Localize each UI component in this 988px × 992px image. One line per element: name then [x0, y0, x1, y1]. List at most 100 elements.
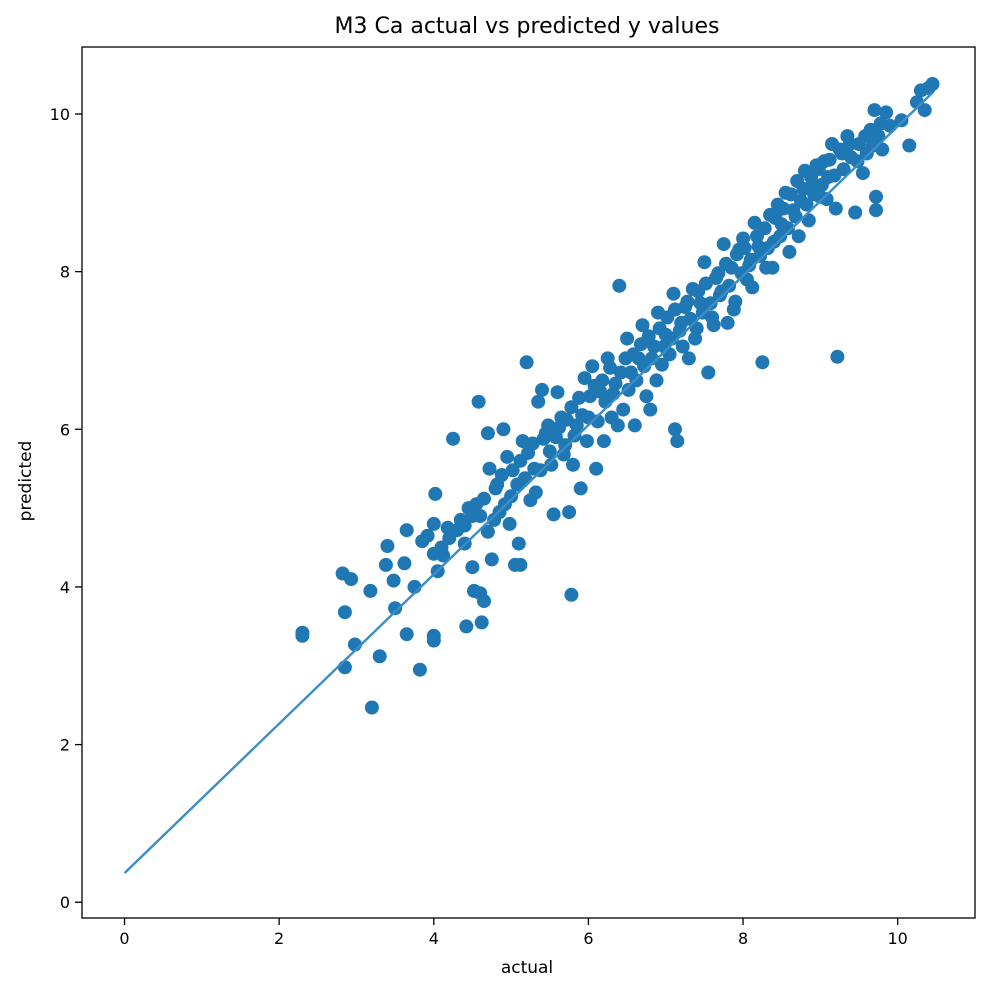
axes: 0 2 4 6 8 10 0 2 4 6 8 10 — [50, 46, 976, 948]
scatter-point — [585, 359, 600, 374]
scatter-point — [680, 294, 695, 309]
scatter-point — [372, 649, 387, 664]
scatter-point — [542, 444, 557, 459]
scatter-point — [791, 229, 806, 244]
scatter-point — [412, 662, 427, 677]
scatter-point — [819, 192, 834, 207]
scatter-point — [703, 296, 718, 311]
scatter-point — [364, 700, 379, 715]
scatter-point — [613, 365, 628, 380]
scatter-point — [814, 177, 829, 192]
scatter-point — [459, 619, 474, 634]
scatter-point — [652, 321, 667, 336]
scatter-point — [511, 536, 526, 551]
scatter-point — [855, 166, 870, 181]
y-tick-label: 10 — [50, 105, 70, 124]
scatter-point — [683, 311, 698, 326]
scatter-point — [828, 201, 843, 216]
scatter-point — [566, 457, 580, 472]
scatter-point — [641, 329, 656, 344]
scatter-point — [620, 331, 635, 346]
scatter-point — [776, 201, 791, 216]
scatter-point — [796, 181, 811, 196]
scatter-point — [706, 318, 721, 333]
scatter-point — [519, 355, 534, 370]
scatter-point — [737, 241, 752, 255]
scatter-point — [668, 422, 682, 437]
scatter-point — [780, 221, 795, 236]
scatter-point — [865, 138, 880, 153]
scatter-point — [480, 524, 495, 539]
scatter-point — [397, 556, 412, 571]
scatter-point — [917, 103, 932, 118]
scatter-point — [378, 557, 393, 572]
scatter-point — [577, 371, 592, 386]
scatter-point — [755, 355, 770, 370]
scatter-point — [496, 422, 511, 437]
scatter-point — [446, 431, 461, 446]
scatter-point — [388, 601, 403, 616]
scatter-point — [471, 394, 486, 409]
scatter-point — [465, 509, 480, 523]
y-tick-label: 0 — [60, 893, 70, 912]
scatter-point — [487, 512, 502, 527]
scatter-point — [902, 138, 917, 153]
scatter-point — [606, 386, 621, 401]
scatter-point — [869, 203, 883, 218]
y-tick-label: 8 — [60, 263, 70, 282]
scatter-point — [698, 276, 713, 291]
scatter-point — [697, 255, 712, 270]
scatter-point — [616, 402, 631, 417]
scatter-point — [535, 382, 549, 397]
scatter-point — [701, 365, 716, 380]
scatter-point — [484, 552, 499, 567]
scatter-point — [688, 331, 703, 346]
scatter-point — [295, 625, 310, 640]
scatter-point — [827, 168, 842, 183]
scatter-point — [564, 400, 579, 415]
scatter-point — [399, 627, 414, 642]
scatter-point — [477, 594, 491, 609]
scatter-point — [426, 516, 441, 531]
scatter-point — [635, 318, 650, 333]
scatter-point — [572, 390, 587, 405]
x-tick-label: 6 — [583, 929, 593, 948]
scatter-point — [867, 103, 882, 118]
scatter-point — [567, 428, 582, 443]
scatter-point — [666, 286, 681, 301]
scatter-point — [505, 463, 520, 478]
x-tick-label: 2 — [274, 929, 284, 948]
x-tick-label: 8 — [738, 929, 748, 948]
scatter-point — [742, 258, 757, 273]
x-axis-label: actual — [501, 958, 553, 978]
scatter-point — [536, 431, 551, 446]
scatter-point — [573, 481, 588, 496]
scatter-point — [528, 485, 543, 500]
y-axis-label: predicted — [16, 441, 36, 522]
scatter-point — [603, 360, 618, 375]
scatter-point — [830, 349, 845, 364]
scatter-point — [544, 457, 559, 472]
scatter-point — [784, 187, 798, 202]
scatter-point — [550, 385, 565, 400]
scatter-point — [719, 256, 733, 271]
scatter-point — [465, 560, 480, 575]
scatter-point — [494, 468, 509, 482]
scatter-point — [842, 137, 857, 151]
scatter-point — [513, 557, 528, 572]
scatter-point — [596, 434, 611, 449]
fit-line — [123, 91, 934, 874]
scatter-point — [850, 154, 865, 169]
scatter-point — [500, 449, 515, 464]
scatter-point — [525, 436, 540, 451]
plot-area — [123, 77, 940, 874]
scatter-point — [649, 373, 664, 388]
scatter-point — [559, 412, 574, 427]
scatter-point — [562, 505, 577, 520]
scatter-point — [848, 205, 863, 220]
scatter-point — [434, 540, 449, 555]
scatter-point — [720, 315, 735, 330]
scatter-point — [879, 105, 894, 120]
scatter-point — [670, 434, 685, 449]
